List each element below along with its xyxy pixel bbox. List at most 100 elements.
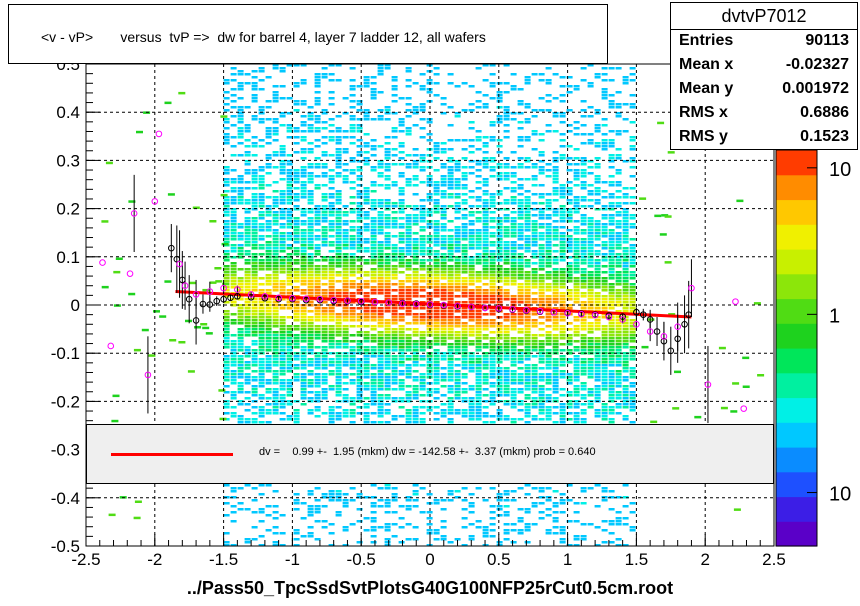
heat-cell (314, 76, 321, 79)
heat-cell (258, 544, 265, 547)
heat-cell (370, 241, 377, 244)
heat-cell (545, 214, 552, 217)
heat-cell (335, 325, 342, 328)
heat-cell (580, 262, 587, 265)
heat-cell (279, 397, 286, 400)
heat-cell (468, 319, 475, 322)
heat-cell (384, 361, 391, 364)
heat-cell (244, 163, 251, 166)
heat-cell (552, 388, 559, 391)
heat-cell (447, 106, 454, 109)
heat-cell (293, 367, 300, 370)
heat-cell (377, 394, 384, 397)
heat-cell (237, 142, 244, 145)
heat-cell (608, 235, 615, 238)
heat-cell (573, 229, 580, 232)
heat-cell (468, 358, 475, 361)
heat-cell (468, 367, 475, 370)
heat-cell (230, 217, 237, 220)
heat-cell (566, 382, 573, 385)
heat-cell (279, 115, 286, 118)
heat-cell (433, 322, 440, 325)
heat-cell (328, 292, 335, 295)
heat-cell (405, 85, 412, 88)
heat-cell (258, 493, 265, 496)
heat-cell (531, 382, 538, 385)
heat-cell (279, 514, 286, 517)
heat-cell (377, 340, 384, 343)
heat-cell (601, 403, 608, 406)
heat-cell (244, 349, 251, 352)
heat-cell (545, 247, 552, 250)
heat-cell (223, 322, 230, 325)
heat-cell (538, 274, 545, 277)
heat-cell (321, 196, 328, 199)
heat-cell (440, 538, 447, 541)
heat-cell (496, 514, 503, 517)
heat-cell (426, 313, 433, 316)
heat-cell (433, 328, 440, 331)
heat-cell (433, 187, 440, 190)
heat-cell (601, 190, 608, 193)
heat-cell (349, 412, 356, 415)
heat-cell (447, 376, 454, 379)
heat-cell (377, 223, 384, 226)
heat-cell (265, 265, 272, 268)
heat-cell (384, 541, 391, 544)
heat-cell (531, 415, 538, 418)
heat-cell (601, 343, 608, 346)
heat-cell (510, 490, 517, 493)
heat-cell (552, 373, 559, 376)
heat-cell (524, 394, 531, 397)
heat-cell (594, 505, 601, 508)
heat-cell (370, 202, 377, 205)
heat-cell (307, 490, 314, 493)
heat-cell (545, 334, 552, 337)
heat-cell (587, 376, 594, 379)
heat-cell (349, 85, 356, 88)
heat-cell (496, 253, 503, 256)
heat-cell (363, 109, 370, 112)
heat-cell (489, 361, 496, 364)
heat-cell (342, 319, 349, 322)
heat-cell (447, 388, 454, 391)
heat-cell (559, 154, 566, 157)
heat-cell (223, 406, 230, 409)
heat-cell (349, 325, 356, 328)
heat-cell (398, 280, 405, 283)
heat-cell (468, 313, 475, 316)
heat-cell (496, 412, 503, 415)
heat-cell (510, 346, 517, 349)
heat-cell (349, 313, 356, 316)
heat-cell (594, 526, 601, 529)
heat-cell (447, 301, 454, 304)
heat-cell (580, 403, 587, 406)
heat-cell (251, 511, 258, 514)
heat-cell (601, 379, 608, 382)
heat-cell (251, 205, 258, 208)
heat-cell (531, 244, 538, 247)
heat-cell (524, 484, 531, 487)
heat-cell (230, 235, 237, 238)
heat-cell (412, 253, 419, 256)
heat-cell (321, 382, 328, 385)
heat-cell (321, 175, 328, 178)
heat-cell (223, 328, 230, 331)
heat-cell (573, 199, 580, 202)
heat-cell (433, 367, 440, 370)
heat-cell (314, 82, 321, 85)
heat-cell (335, 406, 342, 409)
heat-cell (510, 277, 517, 280)
heat-cell (538, 361, 545, 364)
heat-cell (594, 325, 601, 328)
heat-cell (482, 235, 489, 238)
heat-cell (328, 193, 335, 196)
heat-cell (440, 103, 447, 106)
heat-cell (489, 292, 496, 295)
heat-cell (265, 388, 272, 391)
heat-cell (244, 292, 251, 295)
heat-cell (573, 277, 580, 280)
heat-cell (475, 130, 482, 133)
heat-cell (286, 127, 293, 130)
heat-cell (573, 202, 580, 205)
